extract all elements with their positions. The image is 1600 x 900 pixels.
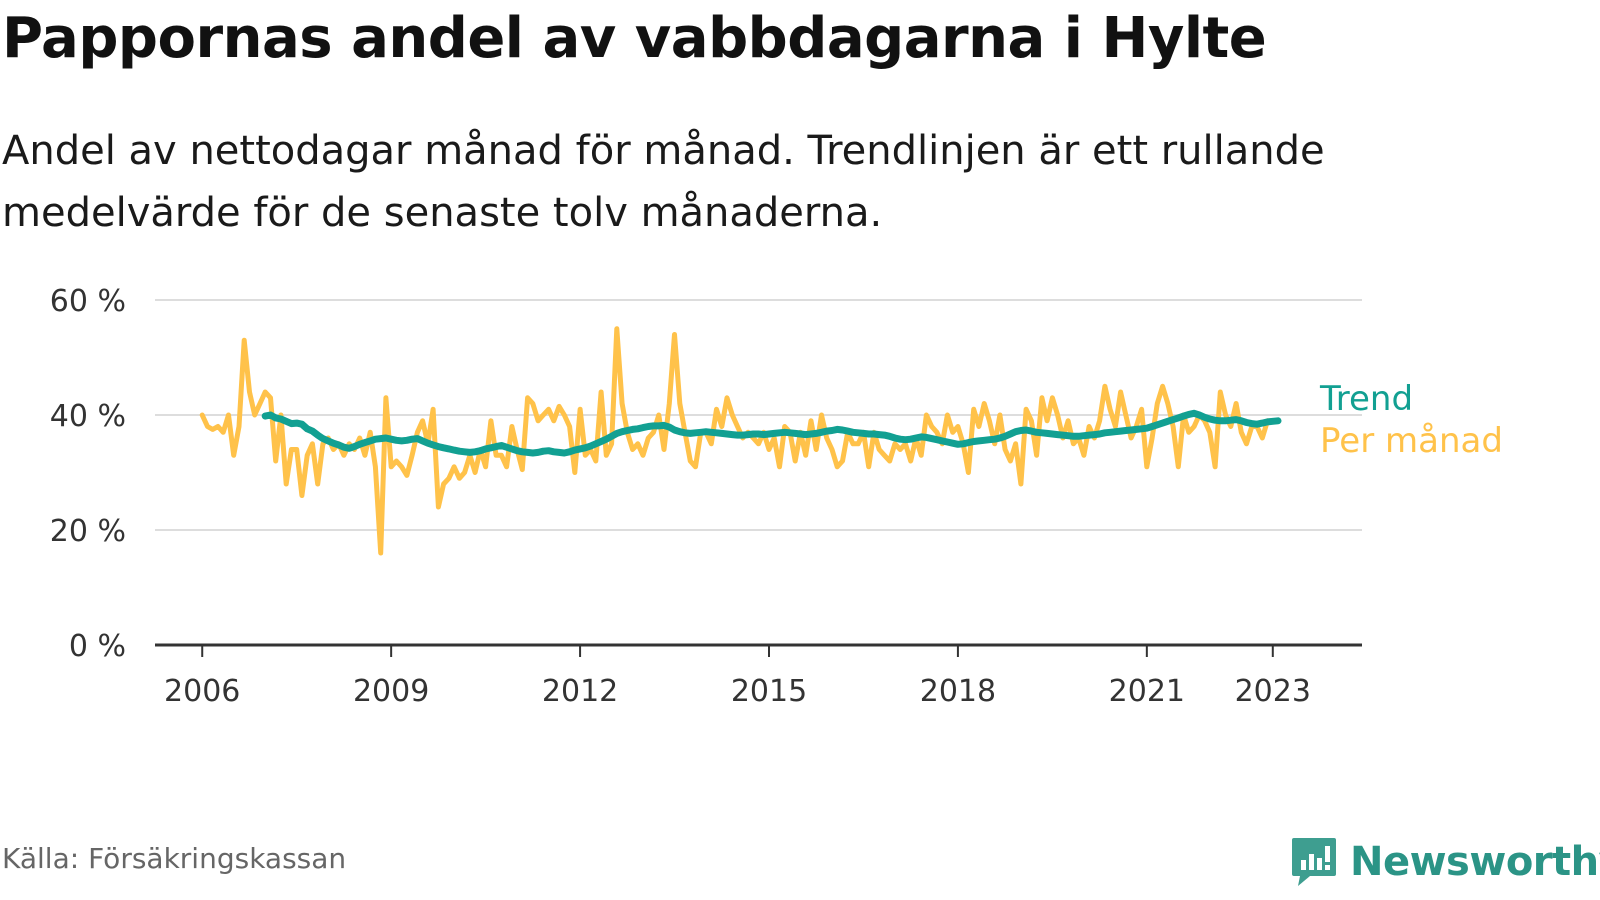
- chart-title: Pappornas andel av vabbdagarna i Hylte: [2, 6, 1267, 71]
- x-axis-ticks: 2006 2009 2012 2015 2018 2021 2023: [164, 645, 1311, 709]
- y-tick-label: 20 %: [50, 514, 126, 549]
- legend-trend: Trend: [1319, 379, 1413, 419]
- y-tick-label: 40 %: [50, 399, 126, 434]
- x-tick-label: 2006: [164, 674, 240, 709]
- x-tick-label: 2015: [731, 674, 807, 709]
- x-tick-label: 2012: [542, 674, 618, 709]
- brand-logo: Newsworthy: [1290, 836, 1600, 888]
- brand-name: Newsworthy: [1350, 839, 1600, 885]
- series-layer: [199, 326, 1282, 556]
- gridlines: [155, 299, 1362, 531]
- chart-subtitle: Andel av nettodagar månad för månad. Tre…: [2, 128, 1325, 236]
- y-axis-tick-labels: 0 % 20 % 40 % 60 %: [50, 284, 126, 664]
- x-tick-label: 2023: [1235, 674, 1311, 709]
- legend-per-manad: Per månad: [1320, 421, 1503, 461]
- x-tick-label: 2021: [1109, 674, 1185, 709]
- x-tick-label: 2009: [353, 674, 429, 709]
- y-tick-label: 60 %: [50, 284, 126, 319]
- x-tick-label: 2018: [920, 674, 996, 709]
- series-line-trend: [261, 409, 1282, 457]
- newsworthy-logo-icon: [1292, 838, 1336, 886]
- series-line-per-manad: [199, 326, 1270, 556]
- line-chart: 0 % 20 % 40 % 60 % 2006 2009 2012 2015 2018 2021…: [50, 284, 1503, 709]
- source-note: Källa: Försäkringskassan: [2, 842, 347, 875]
- y-tick-label: 0 %: [69, 629, 126, 664]
